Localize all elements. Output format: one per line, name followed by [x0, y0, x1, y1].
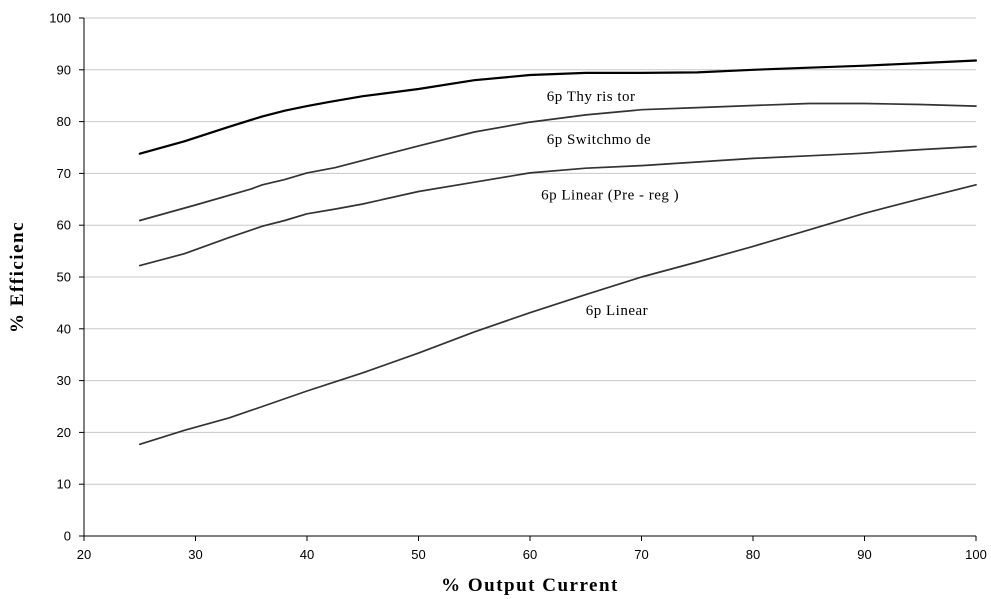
- x-tick-label: 70: [634, 547, 648, 562]
- series-lines: [140, 61, 976, 445]
- y-tick-label: 0: [64, 529, 71, 544]
- y-tick-label: 60: [57, 218, 71, 233]
- y-tick-label: 40: [57, 321, 71, 336]
- y-tick-label: 100: [49, 11, 71, 26]
- x-tick-label: 40: [300, 547, 314, 562]
- series-label-2: 6p Switchmo de: [547, 132, 652, 148]
- y-tick-label: 50: [57, 270, 71, 285]
- y-tick-label: 20: [57, 425, 71, 440]
- x-tick-label: 80: [746, 547, 760, 562]
- x-tick-label: 60: [523, 547, 537, 562]
- x-tick-label: 30: [188, 547, 202, 562]
- y-axis-title: % Efficienc: [7, 221, 28, 333]
- series-label-3: 6p Linear (Pre - reg ): [541, 187, 679, 203]
- series-labels: 6p Thy ris tor 6p Switchmo de 6p Linear (P…: [541, 89, 679, 319]
- series-line-4: [140, 185, 976, 445]
- x-tick-label: 50: [411, 547, 425, 562]
- y-tick-label: 70: [57, 166, 71, 181]
- series-label-1: 6p Thy ris tor: [547, 89, 636, 105]
- x-tick-label: 20: [77, 547, 91, 562]
- gridlines: [84, 18, 976, 484]
- x-axis-ticks: 20 30 40 50 60 70 80 90 100: [77, 536, 987, 562]
- y-axis-ticks: 0 10 20 30 40 50 60 70 80 90 100: [49, 11, 84, 544]
- x-tick-label: 100: [965, 547, 987, 562]
- y-tick-label: 90: [57, 62, 71, 77]
- series-label-4: 6p Linear: [586, 303, 648, 319]
- y-tick-label: 10: [57, 477, 71, 492]
- y-tick-label: 80: [57, 114, 71, 129]
- series-line-3: [140, 147, 976, 266]
- x-axis-title: % Output Current: [441, 575, 619, 596]
- y-tick-label: 30: [57, 373, 71, 388]
- x-tick-label: 90: [857, 547, 871, 562]
